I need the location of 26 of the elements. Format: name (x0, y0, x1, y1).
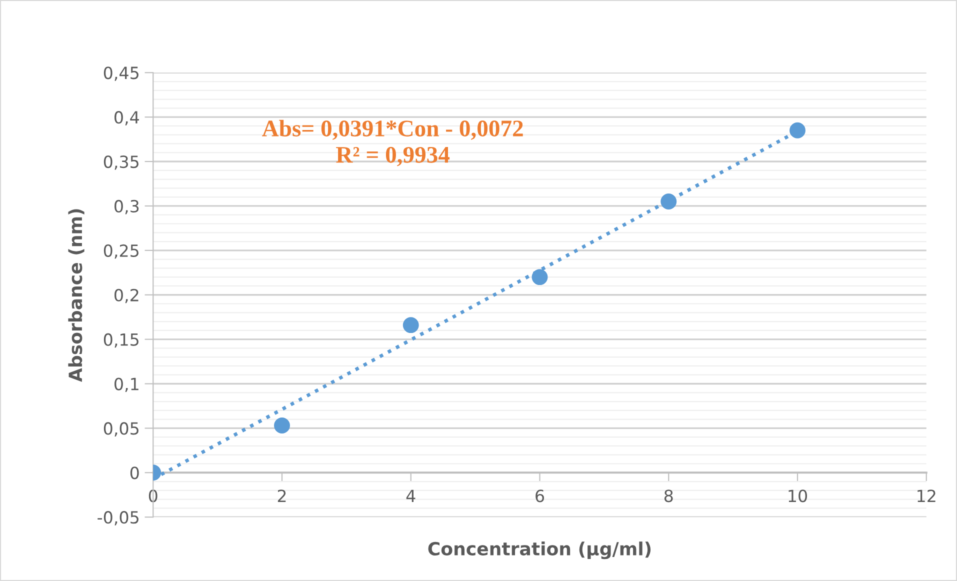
y-axis-title: Absorbance (nm) (68, 209, 84, 382)
y-tick-label: 0,2 (114, 288, 138, 304)
x-axis-title: Concentration (µg/ml) (428, 542, 651, 560)
x-tick-label: 4 (406, 490, 416, 502)
point (660, 194, 677, 210)
y-tick-label: 0 (130, 466, 139, 480)
point (274, 418, 290, 434)
point (790, 122, 806, 138)
y-tick-label: 0,25 (104, 244, 138, 259)
x-tick-label: 8 (664, 490, 673, 502)
x-tick-label: 12 (918, 490, 936, 502)
y-tick-label: -0,05 (98, 511, 138, 526)
y-tick-label: 0,3 (114, 200, 139, 214)
y-tick-label: 0,05 (104, 422, 138, 436)
x-tick-label: 0 (148, 490, 158, 502)
y-tick-label: 0,45 (104, 66, 138, 81)
x-tick-label: 10 (788, 490, 807, 502)
y-tick-label: 0,4 (114, 111, 139, 126)
y-tick-label: 0,1 (114, 378, 138, 392)
x-tick-label: 6 (536, 490, 544, 502)
y-tick-label: 0,15 (104, 333, 138, 348)
annotation: Abs= 0,0391*Con - 0,0072 R² = 0,9934 (262, 120, 523, 166)
point (402, 317, 419, 334)
point (532, 269, 548, 286)
x-tick-label: 2 (278, 490, 286, 502)
y-tick-label: 0,35 (104, 155, 138, 170)
